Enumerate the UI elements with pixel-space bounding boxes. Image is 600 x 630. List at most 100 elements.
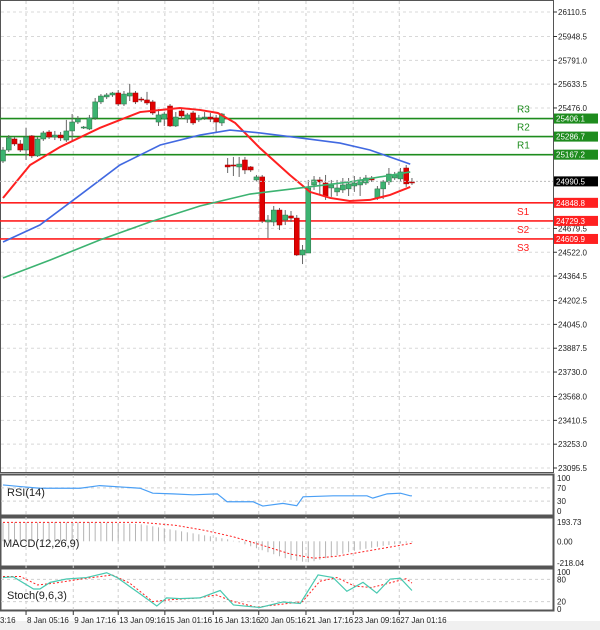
level-name-s1: S1 — [517, 207, 530, 218]
candle-up — [219, 113, 225, 124]
macd-tick-label: -218.04 — [557, 559, 585, 568]
candle-up — [69, 121, 75, 132]
candle-up — [270, 209, 277, 223]
candle-up — [0, 149, 6, 162]
candle-up — [363, 177, 369, 184]
level-name-s2: S2 — [517, 225, 530, 236]
current-price-box — [554, 176, 598, 187]
candle-up — [109, 92, 116, 96]
candle-up — [34, 138, 41, 157]
candle-down — [29, 135, 35, 157]
time-label: 27 Jan 01:16 — [400, 616, 447, 625]
candle-up — [52, 134, 58, 138]
candle-up — [236, 163, 242, 168]
candle-up — [184, 114, 191, 120]
candle-down — [213, 117, 219, 123]
stoch-tick-label: 20 — [557, 598, 566, 607]
candle-up — [196, 117, 202, 121]
candle-up — [299, 249, 306, 256]
candle-up — [173, 116, 179, 127]
macd-panel — [0, 516, 555, 568]
candle-up — [155, 114, 162, 123]
candle-down — [190, 112, 196, 124]
candle-up — [351, 182, 358, 187]
candle-down — [294, 217, 300, 256]
candle-down — [115, 92, 121, 105]
price-tick-label: 24679.5 — [558, 224, 587, 233]
level-price-box — [554, 113, 598, 124]
candle-up — [161, 113, 168, 120]
level-price-label: 25406.1 — [556, 115, 585, 124]
candle-down — [167, 105, 173, 127]
price-tick-label: 23253.0 — [558, 440, 587, 449]
candle-down — [207, 116, 214, 120]
candle-up — [201, 116, 208, 119]
price-tick-label: 23887.5 — [558, 344, 587, 353]
rsi-tick-label: 0 — [557, 507, 562, 516]
time-label: 21 Jan 17:16 — [307, 616, 354, 625]
candle-up — [98, 95, 104, 103]
moving-average-ma-slow — [2, 171, 411, 279]
level-name-s3: S3 — [517, 243, 530, 254]
time-label: 16 Jan 13:16 — [214, 616, 261, 625]
candle-down — [57, 134, 64, 139]
candle-up — [380, 181, 386, 190]
macd-title: MACD(12,26,9) — [3, 538, 79, 550]
candle-down — [17, 143, 24, 151]
candle-down — [132, 92, 139, 103]
candle-down — [276, 209, 283, 226]
price-tick-label: 23410.5 — [558, 416, 587, 425]
candle-up — [92, 101, 98, 119]
candle-down — [259, 176, 265, 222]
candle-up — [86, 117, 93, 130]
candle-down — [150, 101, 156, 114]
price-panel — [0, 0, 554, 473]
stoch-main-line — [2, 572, 413, 609]
candle-up — [121, 93, 127, 105]
stoch-tick-label: 100 — [557, 568, 571, 577]
level-name-r3: R3 — [517, 105, 530, 116]
level-name-r1: R1 — [517, 141, 530, 152]
candle-down — [288, 215, 294, 219]
level-price-label: 25167.2 — [556, 151, 585, 160]
rsi-tick-label: 70 — [557, 484, 566, 493]
rsi-panel — [0, 473, 555, 517]
stoch-tick-label: 80 — [557, 575, 566, 584]
time-label: 20 Jan 05:16 — [260, 616, 307, 625]
status-strip — [0, 621, 600, 630]
moving-average-ma-mid — [2, 129, 411, 243]
candle-down — [409, 181, 415, 184]
candle-down — [224, 164, 231, 168]
candle-up — [126, 92, 133, 97]
candle-up — [103, 94, 110, 98]
candle-up — [345, 183, 352, 190]
candle-up — [6, 137, 12, 151]
price-tick-label: 23730.0 — [558, 368, 587, 377]
stoch-panel — [0, 567, 555, 612]
candle-up — [311, 179, 317, 186]
time-label: 13 Jan 09:16 — [119, 616, 166, 625]
stoch-signal-line — [3, 574, 413, 608]
candle-down — [144, 99, 150, 104]
price-tick-label: 24202.5 — [558, 297, 587, 306]
candle-down — [46, 131, 52, 138]
price-tick-label: 23095.5 — [558, 464, 587, 473]
level-name-r2: R2 — [517, 123, 530, 134]
time-label: 23 Jan 09:16 — [354, 616, 401, 625]
candle-up — [374, 188, 381, 199]
level-price-box — [554, 197, 598, 208]
level-price-label: 25286.7 — [556, 133, 585, 142]
candle-down — [242, 159, 248, 171]
rsi-tick-label: 100 — [557, 474, 571, 483]
candle-down — [178, 110, 185, 117]
price-tick-label: 24522.0 — [558, 248, 587, 257]
candle-up — [282, 214, 288, 221]
time-label: 8 Jan 05:16 — [27, 616, 69, 625]
price-tick-label: 24364.5 — [558, 272, 587, 281]
level-price-label: 24729.3 — [556, 217, 585, 226]
time-label: 3:16 — [0, 616, 16, 625]
macd-tick-label: 0.00 — [557, 537, 573, 546]
level-price-box — [554, 233, 598, 244]
price-tick-label: 26110.5 — [558, 8, 587, 17]
